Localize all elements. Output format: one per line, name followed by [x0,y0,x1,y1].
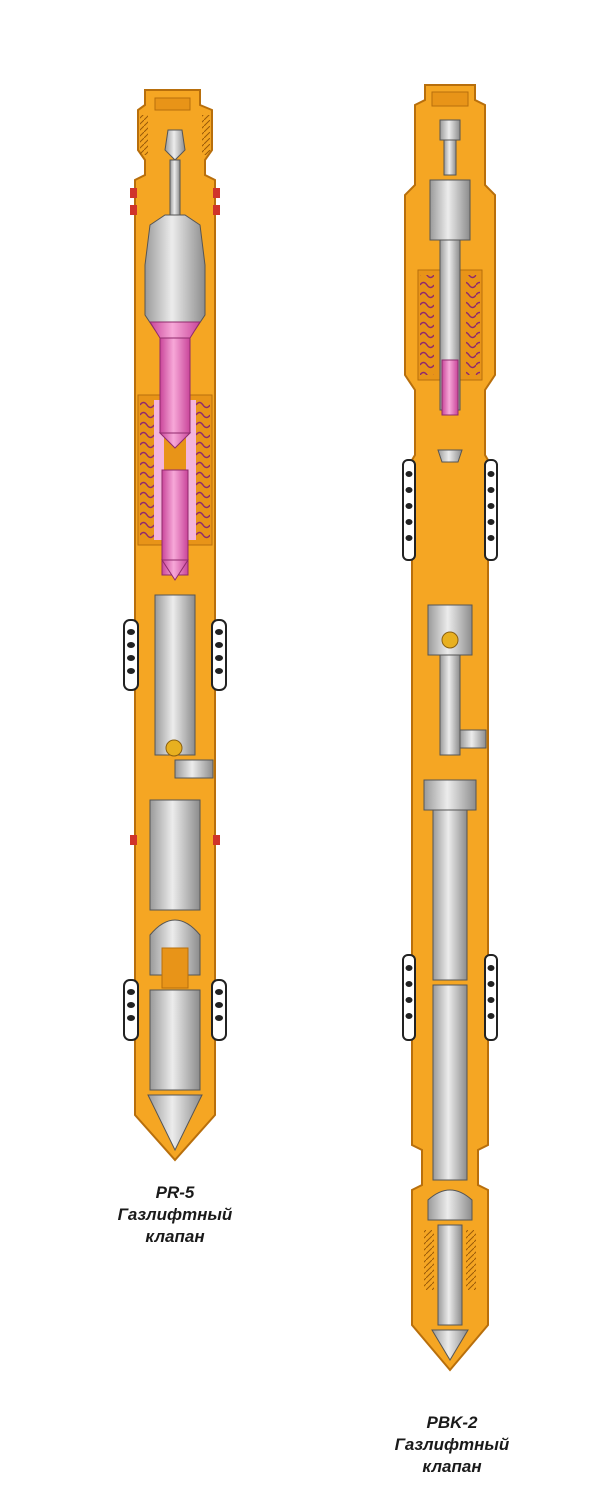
pbk2-dome [429,179,471,241]
pbk2-type-label-2: клапан [422,1457,482,1476]
pr5-packing-l2 [123,979,139,1041]
pbk2-seat [437,449,463,463]
pr5-nose [147,1094,203,1152]
pr5-lower-stem-tip [161,559,189,581]
pbk2-nose [431,1329,469,1361]
pr5-seal-4 [213,205,220,215]
pr5-stem [159,337,191,434]
pbk2-bellows-right [466,275,480,375]
pr5-caption: PR-5 Газлифтный клапан [75,1182,275,1248]
pbk2-side-port [459,729,487,749]
pr5-bottom-piston [149,989,201,1091]
pbk2-top-neck [431,91,469,107]
pbk2-type-label: Газлифтный [394,1435,510,1454]
pr5-top-thread-r [202,115,210,155]
pbk2-bottom-spring-r [466,1230,476,1290]
pr5-top-stem [169,159,181,221]
pbk2-check-stem [439,654,461,756]
pr5-seal-3 [213,188,220,198]
pbk2-top-stem [443,139,457,176]
pbk2-bottom-spring-l [424,1230,434,1290]
pr5-middle-tube [154,594,196,756]
pbk2-bellows-left [420,275,434,375]
pr5-bellows-bg-r [186,400,196,540]
pr5-model-label: PR-5 [155,1183,195,1202]
pr5-seal-2 [130,205,137,215]
pbk2-lower-tube [432,809,468,981]
pr5-stem-tip [158,432,192,449]
pbk2-valve [402,84,498,1372]
pr5-type-label-2: клапан [145,1227,205,1246]
pbk2-packing-l1 [402,459,416,561]
pbk2-model-label: PBK-2 [426,1413,478,1432]
pr5-type-label: Газлифтный [117,1205,233,1224]
pbk2-packing-r1 [484,459,498,561]
pr5-port [174,759,214,779]
pr5-top-neck [154,97,191,111]
pr5-bellows-left [140,400,154,540]
pr5-ball [165,739,183,757]
pbk2-lower-tube-top [423,779,477,811]
pbk2-bottom-dart [427,1189,473,1221]
pr5-check-spring [161,947,189,989]
pr5-lower-stem [161,469,189,576]
pr5-bellows-bg-l [154,400,164,540]
pbk2-top-plug [439,119,461,141]
pr5-seal-6 [213,835,220,845]
pr5-valve [123,89,227,1162]
pbk2-lower-tube-2 [432,984,468,1181]
pr5-packing-r2 [211,979,227,1041]
pr5-top-dart [164,129,186,161]
pbk2-caption: PBK-2 Газлифтный клапан [352,1412,552,1478]
pr5-seal-1 [130,188,137,198]
pr5-top-thread [140,115,148,155]
pr5-seal-5 [130,835,137,845]
pr5-lower-sleeve [149,799,201,911]
pbk2-ball [441,631,459,649]
pr5-dome [144,214,206,331]
pr5-bellows-right [196,400,210,540]
pbk2-stem-pink [441,359,459,416]
pbk2-bottom-piston [437,1224,463,1326]
